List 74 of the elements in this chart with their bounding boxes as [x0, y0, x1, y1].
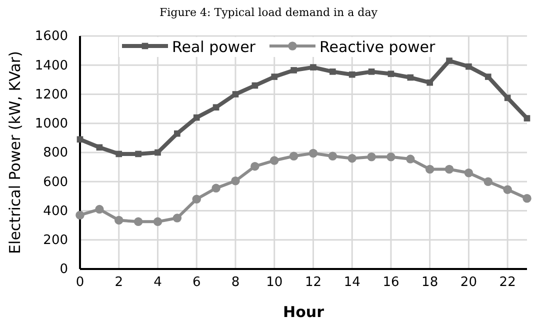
point: [368, 68, 375, 75]
point: [524, 115, 530, 122]
y-tick-label: 1200: [34, 87, 68, 102]
y-tick-label: 1400: [34, 58, 68, 74]
y-tick-label: 600: [43, 174, 68, 190]
point: [289, 152, 298, 160]
point: [348, 71, 356, 78]
point: [290, 67, 297, 74]
point: [426, 79, 433, 86]
point: [250, 162, 260, 171]
point: [328, 152, 338, 160]
x-axis-title: Hour: [283, 303, 325, 321]
point: [464, 168, 474, 178]
point: [231, 176, 240, 186]
point: [348, 154, 356, 163]
x-tick-label: 10: [266, 275, 283, 290]
x-tick-label: 2: [114, 275, 124, 290]
x-tick-label: 12: [304, 275, 322, 290]
point: [212, 184, 220, 193]
point: [271, 74, 278, 80]
point: [388, 70, 394, 78]
x-tick-label: 6: [192, 275, 201, 290]
point: [212, 104, 220, 111]
point: [134, 217, 143, 226]
point: [193, 114, 200, 121]
y-tick-label: 0: [60, 262, 68, 278]
y-tick-label: 400: [43, 204, 68, 219]
point: [172, 214, 182, 222]
point: [135, 150, 142, 158]
x-tick-label: 8: [231, 275, 240, 290]
legend-label: Reactive power: [319, 38, 436, 56]
y-tick-label: 200: [43, 233, 68, 248]
point: [444, 164, 454, 174]
point: [270, 156, 279, 165]
point: [425, 164, 434, 174]
point: [367, 152, 376, 162]
point: [232, 91, 239, 98]
y-tick-label: 800: [43, 146, 68, 161]
point: [484, 177, 492, 186]
point: [503, 185, 512, 194]
x-tick-label: 20: [460, 275, 477, 290]
point: [446, 58, 452, 64]
point: [192, 194, 201, 204]
point: [96, 144, 103, 151]
point: [95, 204, 104, 214]
point: [174, 130, 180, 137]
x-tick-label: 0: [76, 275, 84, 290]
point: [76, 210, 84, 220]
point: [386, 152, 396, 162]
y-axis-title: Electrical Power (kW, KVar): [6, 51, 24, 254]
point: [406, 154, 415, 164]
point: [114, 216, 124, 225]
point: [153, 217, 162, 226]
y-tick-label: 1000: [34, 116, 68, 132]
x-tick-label: 4: [154, 275, 162, 290]
point: [504, 94, 511, 102]
point: [484, 74, 492, 80]
point: [252, 82, 258, 89]
point: [116, 150, 122, 158]
point: [466, 63, 472, 70]
x-tick-label: 14: [344, 275, 360, 290]
legend-label: Real power: [172, 38, 256, 56]
point: [76, 136, 84, 143]
y-tick-label: 1600: [34, 29, 68, 44]
point: [329, 68, 336, 75]
point: [310, 64, 316, 70]
x-tick-label: 16: [382, 275, 400, 290]
x-tick-label: 18: [422, 275, 438, 290]
point: [154, 149, 161, 156]
point: [522, 194, 532, 203]
x-tick-label: 22: [499, 275, 516, 290]
chart-title: Figure 4: Typical load demand in a day: [160, 6, 378, 19]
point: [308, 148, 318, 158]
point: [407, 74, 414, 81]
